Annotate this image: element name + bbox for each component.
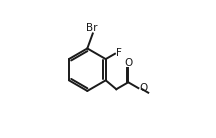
Text: O: O (124, 58, 132, 68)
Text: Br: Br (86, 23, 97, 33)
Text: O: O (139, 83, 147, 93)
Text: F: F (116, 48, 122, 58)
